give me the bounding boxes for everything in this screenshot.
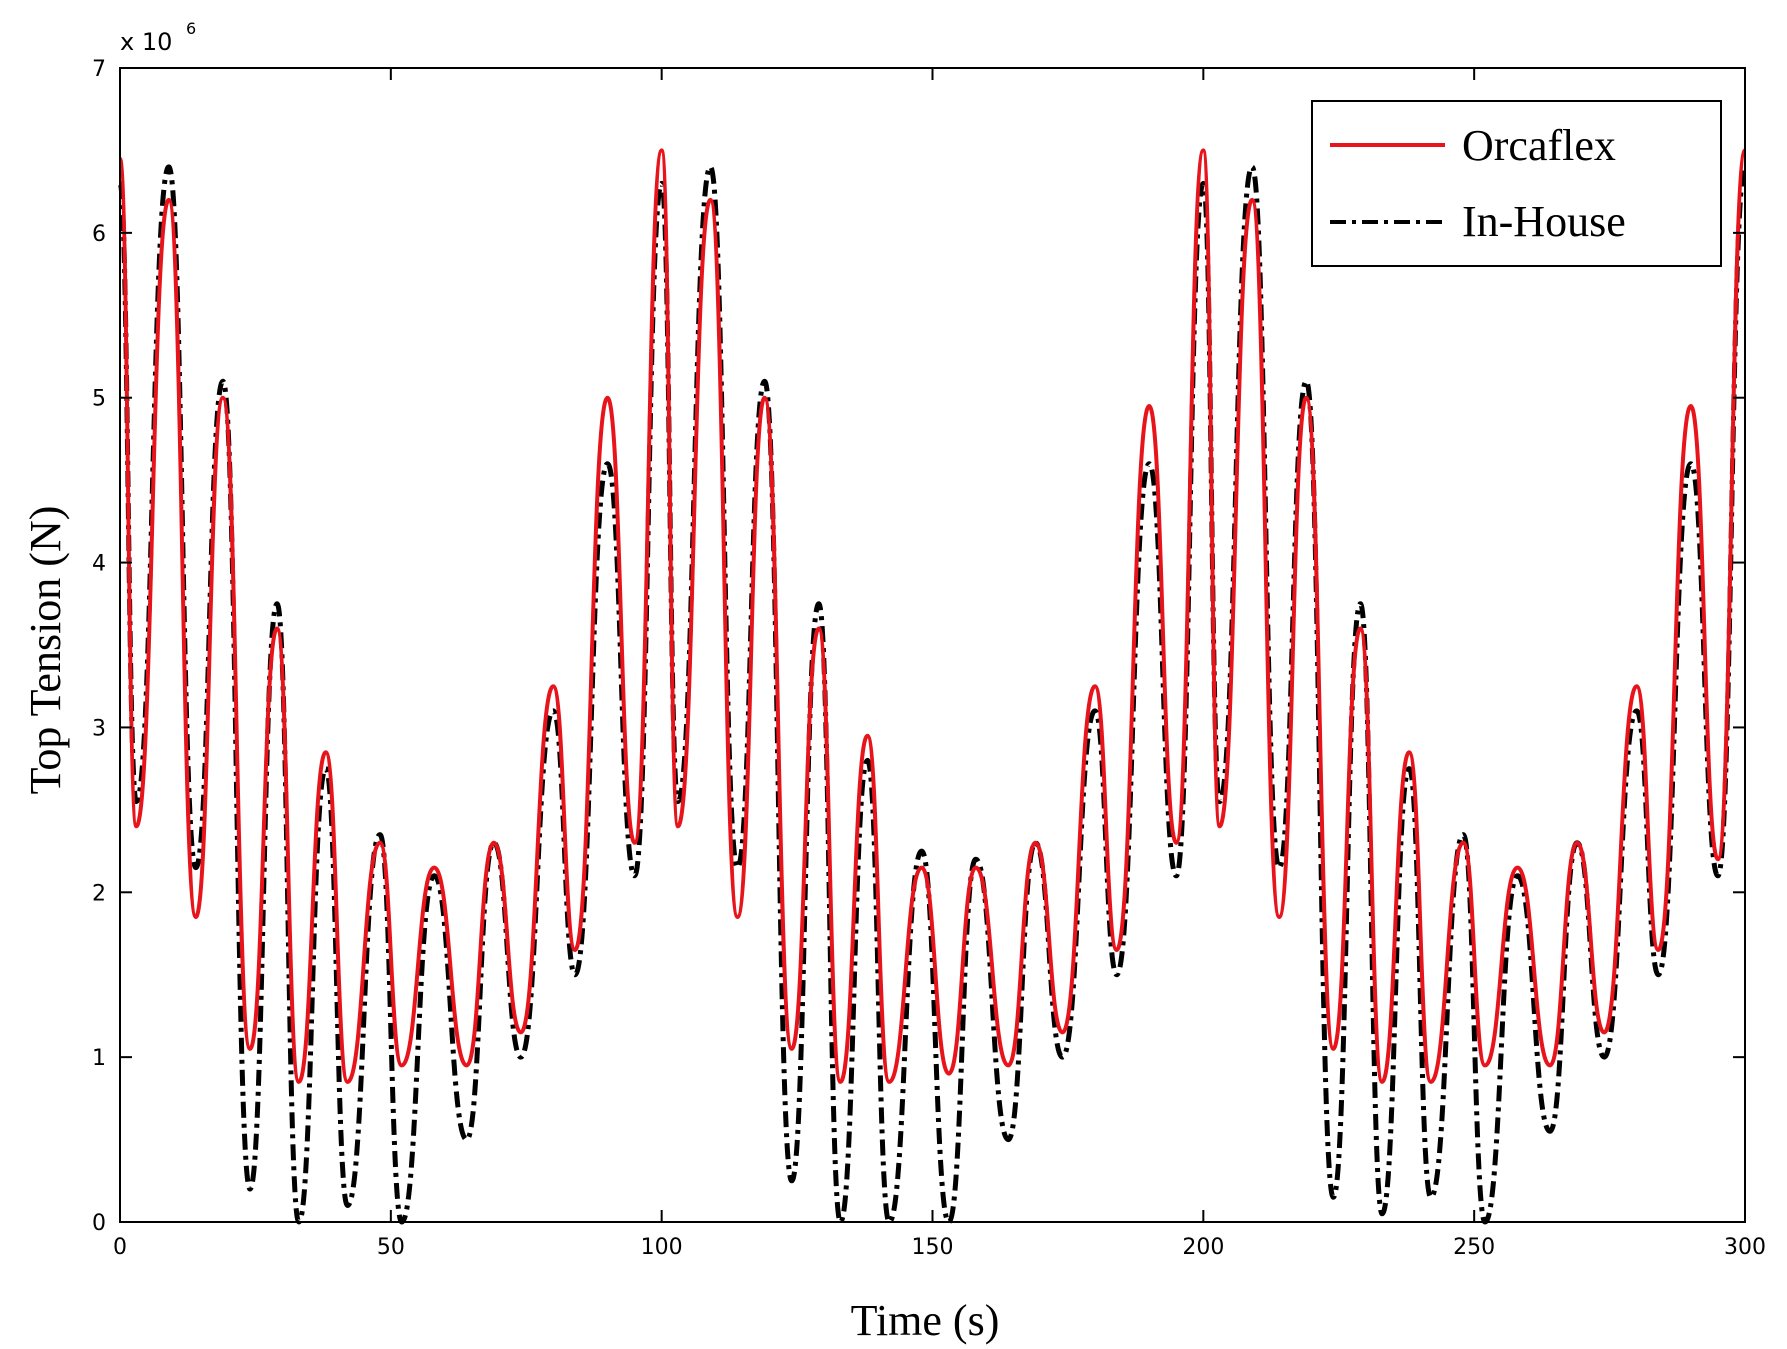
series-line-in-house xyxy=(117,164,1748,1225)
x-tick-label: 250 xyxy=(1453,1235,1495,1260)
y-tick-label: 0 xyxy=(92,1211,106,1236)
legend-box xyxy=(1311,100,1722,267)
legend: Orcaflex In-House xyxy=(1311,100,1722,267)
y-multiplier-base: x 10 xyxy=(120,28,172,56)
x-tick-label: 0 xyxy=(113,1235,127,1260)
series-layer xyxy=(117,148,1748,1225)
x-axis-title: Time (s) xyxy=(851,1296,1000,1345)
legend-label-in-house: In-House xyxy=(1462,197,1626,246)
x-tick-label: 200 xyxy=(1182,1235,1224,1260)
legend-label-orcaflex: Orcaflex xyxy=(1462,121,1616,170)
y-multiplier-exponent: 6 xyxy=(186,19,196,38)
x-tick-label: 50 xyxy=(377,1235,405,1260)
y-tick-label: 4 xyxy=(92,552,106,577)
y-tick-label: 7 xyxy=(92,57,106,82)
y-tick-label: 1 xyxy=(92,1046,106,1071)
series-line-orcaflex xyxy=(118,148,1747,1084)
y-tick-label: 6 xyxy=(92,222,106,247)
y-axis-title: Top Tension (N) xyxy=(21,506,70,795)
ticks-layer: 0 50 100 150 200 250 300 0 1 2 3 4 5 6 7 xyxy=(92,57,1766,1260)
y-tick-label: 2 xyxy=(92,881,106,906)
x-tick-label: 300 xyxy=(1724,1235,1766,1260)
x-tick-label: 150 xyxy=(912,1235,954,1260)
x-tick-label: 100 xyxy=(641,1235,683,1260)
y-tick-label: 3 xyxy=(92,716,106,741)
y-tick-label: 5 xyxy=(92,387,106,412)
